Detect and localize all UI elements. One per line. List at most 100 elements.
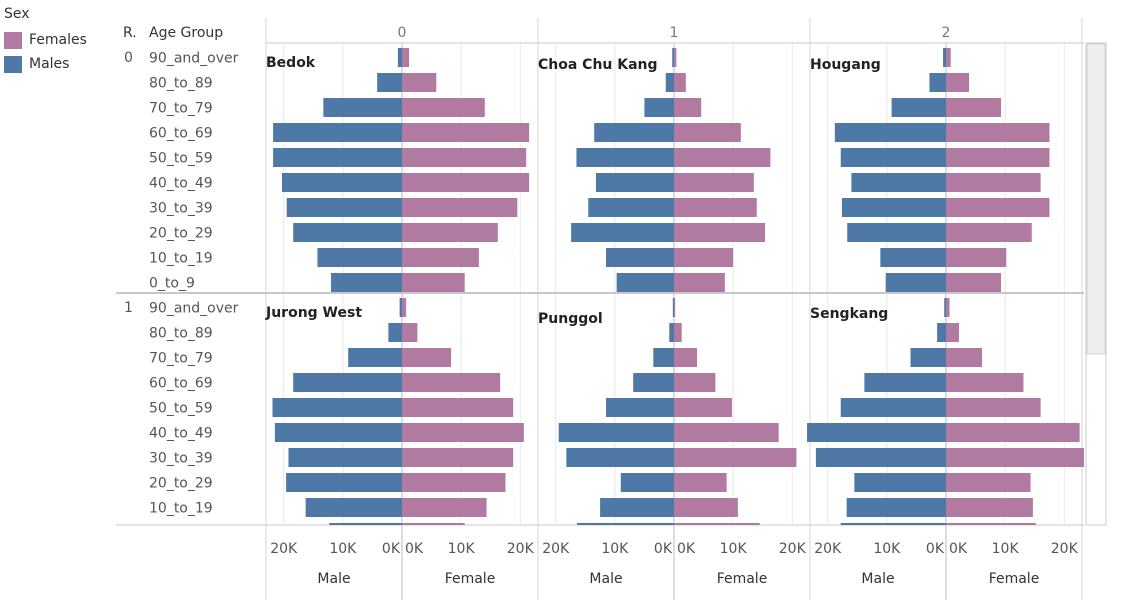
legend-item-males[interactable]: Males	[4, 52, 87, 76]
bar-male	[377, 73, 402, 92]
bar-male	[329, 523, 402, 525]
row-label: 1	[124, 300, 133, 316]
bar-male	[851, 173, 946, 192]
bar-male	[606, 248, 674, 267]
age-group-label: 60_to_69	[149, 126, 213, 142]
bar-female	[946, 273, 1001, 292]
legend-label-males: Males	[29, 56, 70, 72]
age-group-label: 80_to_89	[149, 326, 213, 342]
tick-label-female: 0K	[677, 541, 696, 557]
bar-male	[841, 198, 946, 217]
bar-female	[402, 498, 487, 517]
age-group-label: 90_and_over	[149, 301, 239, 317]
bar-female	[674, 98, 702, 117]
tick-label-female: 0K	[949, 541, 968, 557]
bar-male	[840, 523, 946, 525]
bar-male	[633, 373, 674, 392]
bar-male	[331, 273, 402, 292]
panel-title: Punggol	[538, 311, 603, 327]
bar-male	[305, 498, 402, 517]
bar-female	[402, 298, 407, 317]
age-group-label: 30_to_39	[149, 201, 213, 217]
age-group-label: 10_to_19	[149, 501, 213, 517]
tick-label-female: 20K	[507, 541, 535, 557]
bar-male	[854, 473, 946, 492]
bar-male	[594, 123, 674, 142]
age-group-label: 0_to_9	[149, 276, 195, 292]
panel-title: Bedok	[266, 55, 316, 71]
age-group-label: 60_to_69	[149, 376, 213, 392]
bar-female	[402, 248, 479, 267]
bar-female	[946, 373, 1024, 392]
bar-female	[674, 323, 682, 342]
bar-male	[943, 48, 946, 67]
bar-female	[402, 273, 465, 292]
bar-female	[674, 298, 676, 317]
bar-female	[946, 98, 1001, 117]
legend-swatch-males	[4, 55, 22, 73]
bar-female	[674, 123, 741, 142]
bar-female	[946, 348, 983, 367]
bar-male	[273, 148, 402, 167]
bar-female	[402, 98, 485, 117]
age-group-label: 80_to_89	[149, 76, 213, 92]
column-header-2: 2	[942, 25, 951, 41]
bar-female	[402, 448, 514, 467]
age-group-label: 40_to_49	[149, 426, 213, 442]
bar-male	[672, 48, 674, 67]
bar-male	[348, 348, 402, 367]
row-label: 0	[124, 50, 133, 66]
legend-item-females[interactable]: Females	[4, 28, 87, 52]
tick-label-male: 0K	[654, 541, 673, 557]
bar-male	[880, 248, 946, 267]
bar-female	[946, 498, 1033, 517]
tick-label-female: 20K	[779, 541, 807, 557]
bar-female	[946, 148, 1050, 167]
bar-female	[674, 373, 716, 392]
bar-male	[834, 123, 946, 142]
bar-male	[317, 248, 402, 267]
panel-title: Choa Chu Kang	[538, 57, 658, 73]
bar-female	[402, 223, 498, 242]
panel-title: Sengkang	[810, 306, 888, 322]
panel-title: Jurong West	[265, 305, 362, 321]
tick-label-female: 10K	[992, 541, 1020, 557]
bar-female	[402, 148, 527, 167]
bar-male	[323, 98, 402, 117]
bar-male	[840, 148, 946, 167]
bar-male	[571, 223, 674, 242]
bar-male	[595, 173, 674, 192]
bar-male	[273, 123, 402, 142]
bar-female	[946, 423, 1080, 442]
bar-female	[402, 173, 530, 192]
tick-label-male: 10K	[601, 541, 629, 557]
bar-female	[674, 348, 698, 367]
column-header-1: 1	[670, 25, 679, 41]
bar-male	[944, 298, 946, 317]
bar-female	[946, 198, 1050, 217]
bar-male	[288, 448, 402, 467]
bar-female	[674, 173, 754, 192]
bar-male	[600, 498, 674, 517]
bar-female	[674, 248, 734, 267]
tick-label-male: 0K	[926, 541, 945, 557]
age-group-label: 50_to_59	[149, 401, 213, 417]
bar-female	[946, 473, 1031, 492]
bar-female	[402, 48, 410, 67]
bar-male	[399, 298, 402, 317]
tick-label-male: 20K	[814, 541, 842, 557]
column-header-0: 0	[398, 25, 407, 41]
legend-swatch-females	[4, 31, 22, 49]
bar-male	[274, 423, 402, 442]
bar-female	[946, 223, 1032, 242]
bar-male	[566, 448, 674, 467]
chart-labels: 0 90_and_over 80_to_89 70_to_79 60_to_69 50_t…	[124, 50, 888, 517]
axis-label-male: Male	[589, 571, 622, 587]
bar-female	[674, 73, 686, 92]
bar-female	[946, 173, 1041, 192]
bar-female	[674, 398, 732, 417]
bar-female	[674, 523, 760, 525]
legend: Sex Females Males	[4, 6, 87, 76]
bar-male	[606, 398, 674, 417]
scrollbar-thumb[interactable]	[1086, 43, 1106, 355]
